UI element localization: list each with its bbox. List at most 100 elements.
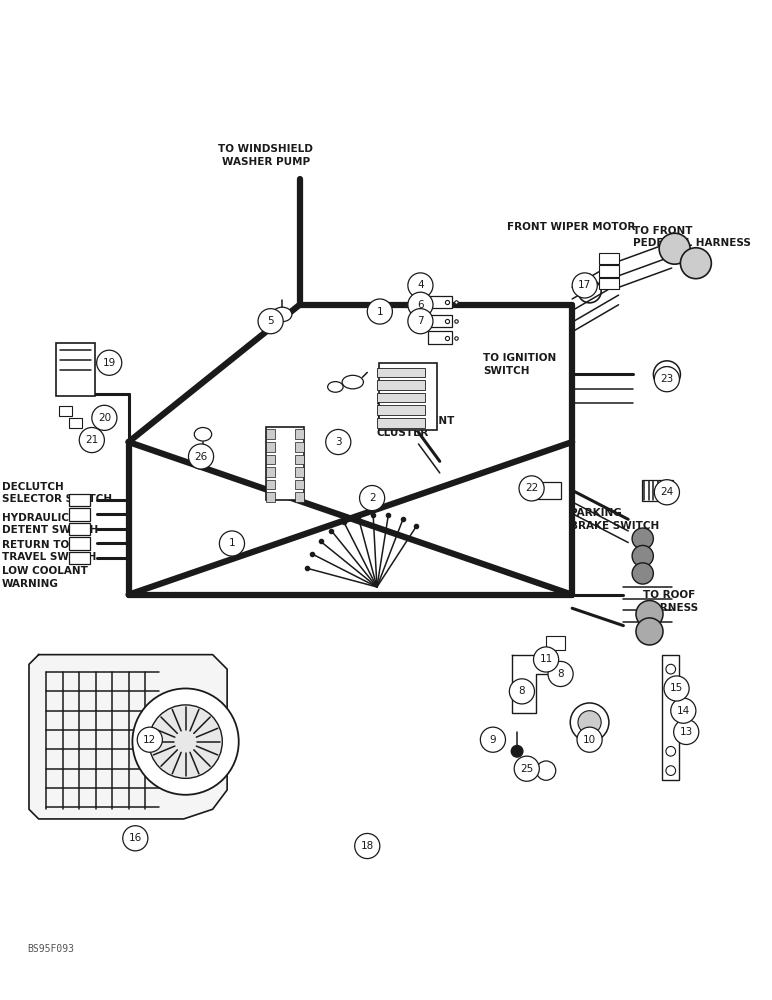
Bar — [662, 655, 679, 780]
Bar — [379, 363, 437, 430]
Bar — [69, 523, 90, 535]
Bar — [599, 265, 618, 277]
Text: TO ROOF
HARNESS: TO ROOF HARNESS — [643, 590, 698, 613]
Text: DECLUTCH
SELECTOR SWITCH: DECLUTCH SELECTOR SWITCH — [2, 482, 112, 504]
Text: 17: 17 — [578, 280, 591, 290]
Bar — [266, 429, 276, 439]
Text: 10: 10 — [583, 735, 596, 745]
Bar — [546, 636, 565, 650]
Circle shape — [367, 299, 392, 324]
Circle shape — [258, 309, 283, 334]
Text: 19: 19 — [103, 358, 116, 368]
Text: 16: 16 — [129, 833, 142, 843]
Bar — [295, 442, 304, 452]
Bar — [428, 315, 452, 327]
Text: HYDRAULIC
DETENT SWITCH: HYDRAULIC DETENT SWITCH — [2, 513, 98, 535]
Bar — [599, 253, 618, 264]
Text: 5: 5 — [267, 316, 274, 326]
Bar — [295, 467, 304, 477]
Circle shape — [659, 233, 690, 264]
Ellipse shape — [342, 375, 364, 389]
Ellipse shape — [273, 307, 292, 322]
Text: 11: 11 — [540, 654, 553, 664]
Ellipse shape — [195, 428, 212, 441]
Bar — [428, 296, 452, 308]
Text: PARKING
BRAKE SWITCH: PARKING BRAKE SWITCH — [571, 508, 659, 531]
Circle shape — [123, 826, 148, 851]
Circle shape — [680, 248, 711, 279]
Circle shape — [188, 444, 214, 469]
Bar — [377, 418, 425, 428]
Bar — [266, 455, 276, 464]
Text: 15: 15 — [670, 683, 683, 693]
Circle shape — [674, 719, 699, 745]
Circle shape — [636, 601, 663, 628]
Text: 21: 21 — [85, 435, 99, 445]
Bar — [266, 467, 276, 477]
Circle shape — [80, 428, 104, 453]
Text: 26: 26 — [195, 452, 208, 462]
Bar — [377, 380, 425, 390]
Text: LOW COOLANT
WARNING: LOW COOLANT WARNING — [2, 566, 88, 589]
Polygon shape — [513, 655, 551, 713]
Text: 18: 18 — [361, 841, 374, 851]
Text: TO FRONT
PEDESTAL HARNESS: TO FRONT PEDESTAL HARNESS — [633, 226, 751, 248]
Text: 7: 7 — [417, 316, 424, 326]
Text: 24: 24 — [660, 487, 673, 497]
Bar — [69, 418, 82, 428]
Bar — [428, 331, 452, 344]
Bar — [532, 482, 560, 499]
Text: 12: 12 — [143, 735, 157, 745]
Text: TO
INSTRUMENT
CLUSTER: TO INSTRUMENT CLUSTER — [377, 403, 454, 438]
Bar — [642, 480, 672, 501]
Circle shape — [578, 711, 601, 734]
Text: 1: 1 — [229, 538, 235, 548]
Circle shape — [511, 745, 523, 757]
Circle shape — [408, 273, 433, 298]
Bar — [266, 442, 276, 452]
Circle shape — [354, 833, 380, 859]
Circle shape — [219, 531, 245, 556]
Text: 3: 3 — [335, 437, 341, 447]
Bar — [377, 405, 425, 415]
Bar — [56, 343, 95, 396]
Circle shape — [510, 679, 534, 704]
Text: 13: 13 — [679, 727, 692, 737]
Bar — [377, 393, 425, 402]
Circle shape — [92, 405, 117, 430]
Ellipse shape — [327, 382, 343, 392]
Bar — [295, 480, 304, 489]
Text: 20: 20 — [98, 413, 111, 423]
Circle shape — [137, 727, 162, 752]
Circle shape — [149, 705, 222, 778]
Circle shape — [655, 480, 679, 505]
Circle shape — [519, 476, 544, 501]
Text: 8: 8 — [519, 686, 525, 696]
Text: 2: 2 — [369, 493, 375, 503]
Bar — [266, 492, 276, 502]
Bar — [59, 406, 73, 416]
Text: 8: 8 — [557, 669, 564, 679]
Circle shape — [632, 528, 653, 549]
Text: 1: 1 — [377, 307, 383, 317]
Bar — [69, 508, 90, 521]
Bar — [266, 480, 276, 489]
Circle shape — [671, 698, 696, 723]
Polygon shape — [29, 655, 227, 819]
Text: BS95F093: BS95F093 — [27, 944, 74, 954]
Circle shape — [408, 309, 433, 334]
Circle shape — [133, 688, 239, 795]
Bar — [295, 455, 304, 464]
Text: 22: 22 — [525, 483, 538, 493]
Circle shape — [533, 647, 559, 672]
Circle shape — [96, 350, 122, 375]
Circle shape — [577, 727, 602, 752]
Circle shape — [636, 618, 663, 645]
Bar — [69, 552, 90, 564]
Bar — [377, 368, 425, 377]
Bar — [69, 537, 90, 550]
Circle shape — [632, 563, 653, 584]
Circle shape — [664, 676, 689, 701]
Text: 14: 14 — [677, 706, 690, 716]
Bar — [295, 429, 304, 439]
